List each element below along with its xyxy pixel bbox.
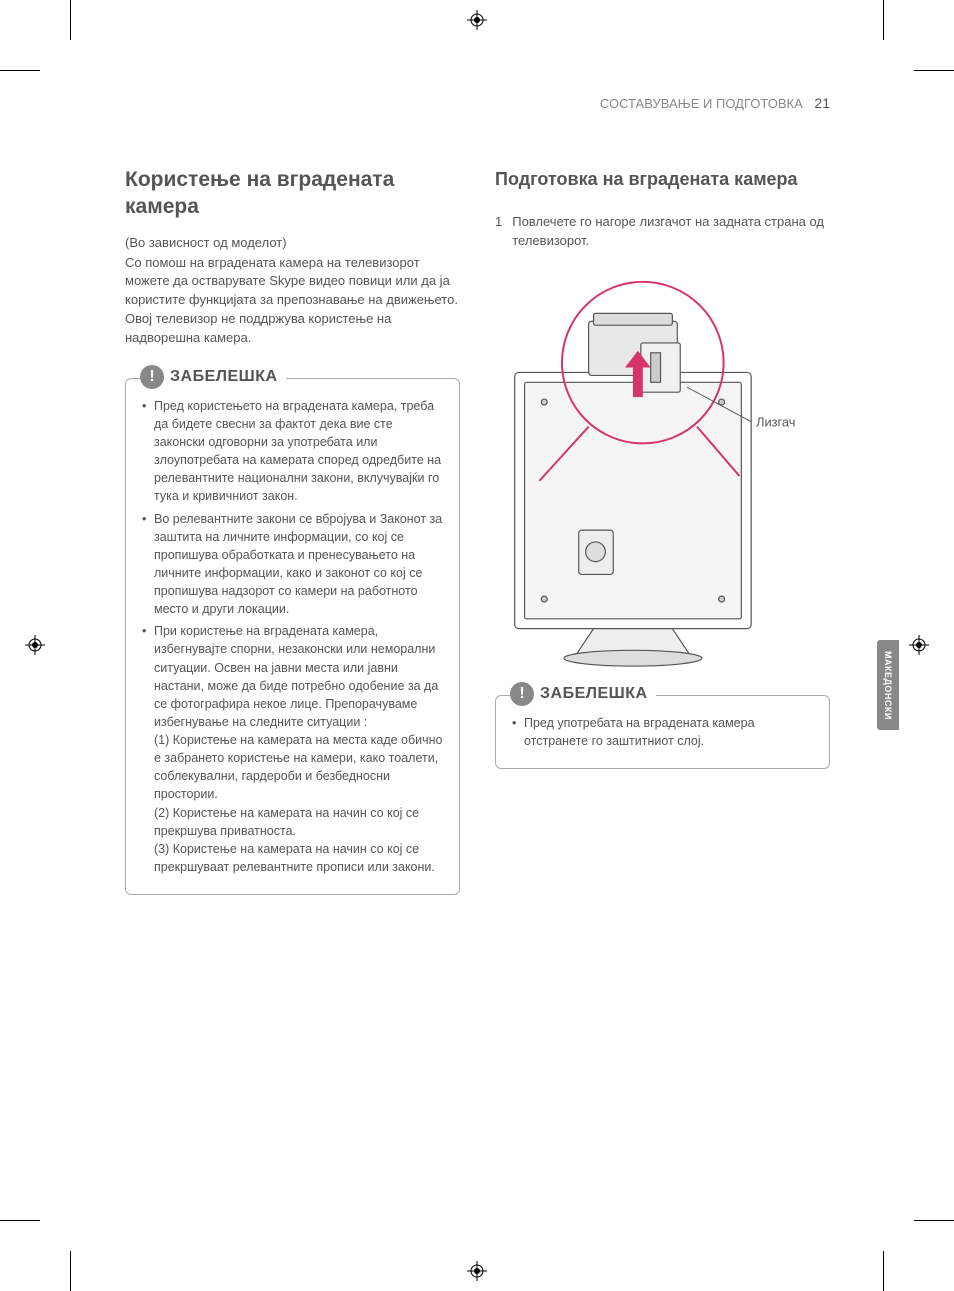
- step-number: 1: [495, 213, 502, 251]
- info-icon: !: [510, 682, 534, 706]
- crop-mark: [70, 1251, 71, 1291]
- notice-header: ! ЗАБЕЛЕШКА: [510, 682, 656, 706]
- notice-title: ЗАБЕЛЕШКА: [540, 685, 648, 703]
- model-note: (Во зависност од моделот): [125, 235, 460, 250]
- left-column: Користење на вградената камера (Во завис…: [125, 166, 460, 895]
- notice-item: Пред користењето на вградената камера, т…: [154, 397, 445, 506]
- section-title: СОСТАВУВАЊЕ И ПОДГОТОВКА: [600, 96, 803, 111]
- language-tab: МАКЕДОНСКИ: [877, 640, 899, 730]
- registration-mark-icon: [467, 1261, 487, 1281]
- crop-mark: [70, 0, 71, 40]
- page-content: СОСТАВУВАЊЕ И ПОДГОТОВКА 21 Користење на…: [125, 95, 830, 895]
- notice-item: При користење на вградената камера, избе…: [154, 622, 445, 876]
- notice-item: Пред употребата на вградената камера отс…: [524, 714, 815, 750]
- registration-mark-icon: [25, 635, 45, 655]
- crop-mark: [883, 0, 884, 40]
- page-number: 21: [814, 95, 830, 111]
- left-body: Со помош на вградената камера на телевиз…: [125, 254, 460, 348]
- right-heading: Подготовка на вградената камера: [495, 166, 830, 193]
- notice-subitem: (2) Користење на камерата на начин со ко…: [154, 804, 445, 840]
- notice-subitem: (3) Користење на камерата на начин со ко…: [154, 840, 445, 876]
- diagram-label: Лизгач: [756, 414, 795, 429]
- crop-mark: [914, 70, 954, 71]
- left-heading: Користење на вградената камера: [125, 166, 460, 221]
- registration-mark-icon: [909, 635, 929, 655]
- step-1: 1 Повлечете го нагоре лизгачот на заднат…: [495, 213, 830, 251]
- notice-item-text: При користење на вградената камера, избе…: [154, 624, 438, 729]
- notice-box-left: ! ЗАБЕЛЕШКА Пред користењето на вградена…: [125, 378, 460, 895]
- info-icon: !: [140, 365, 164, 389]
- right-column: Подготовка на вградената камера 1 Повлеч…: [495, 166, 830, 895]
- tv-diagram: Лизгач: [495, 271, 830, 671]
- notice-header: ! ЗАБЕЛЕШКА: [140, 365, 286, 389]
- notice-subitem: (1) Користење на камерата на места каде …: [154, 731, 445, 804]
- crop-mark: [914, 1220, 954, 1221]
- notice-item: Во релевантните закони се вбројува и Зак…: [154, 510, 445, 619]
- crop-mark: [883, 1251, 884, 1291]
- registration-mark-icon: [467, 10, 487, 30]
- crop-mark: [0, 1220, 40, 1221]
- notice-title: ЗАБЕЛЕШКА: [170, 368, 278, 386]
- crop-mark: [0, 70, 40, 71]
- notice-box-right: ! ЗАБЕЛЕШКА Пред употребата на вграденат…: [495, 695, 830, 769]
- step-text: Повлечете го нагоре лизгачот на задната …: [512, 213, 830, 251]
- page-header: СОСТАВУВАЊЕ И ПОДГОТОВКА 21: [125, 95, 830, 111]
